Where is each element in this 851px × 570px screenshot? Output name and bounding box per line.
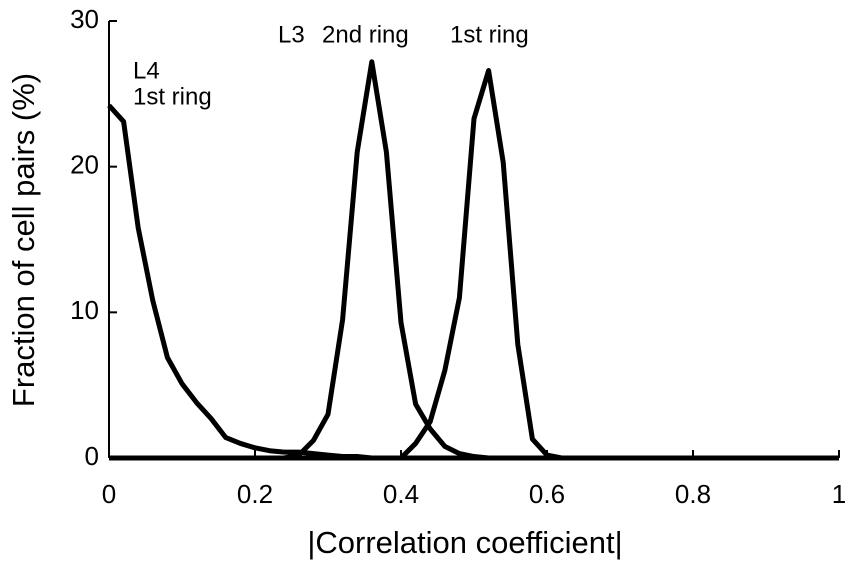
- x-tick-label: 0.6: [529, 479, 565, 509]
- x-tick-label: 1: [832, 479, 846, 509]
- y-tick-label: 10: [70, 295, 99, 325]
- y-axis-label: Fraction of cell pairs (%): [6, 73, 41, 407]
- x-axis-label: |Correlation coefficient|: [307, 525, 622, 560]
- annotation: L3: [278, 21, 305, 48]
- line: [107, 103, 839, 461]
- line: [109, 68, 839, 461]
- x-tick-label: 0: [102, 479, 116, 509]
- y-tick-label: 20: [70, 150, 99, 180]
- x-tick-label: 0.2: [237, 479, 273, 509]
- annotation: 1st ring: [133, 83, 212, 110]
- y-tick-label: 0: [85, 441, 99, 471]
- annotation: 1st ring: [450, 21, 529, 48]
- annotation: 2nd ring: [322, 21, 409, 48]
- x-tick-label: 0.8: [675, 479, 711, 509]
- y-tick-label: 30: [70, 4, 99, 34]
- x-tick-label: 0.4: [383, 479, 419, 509]
- annotation: L4: [133, 57, 160, 84]
